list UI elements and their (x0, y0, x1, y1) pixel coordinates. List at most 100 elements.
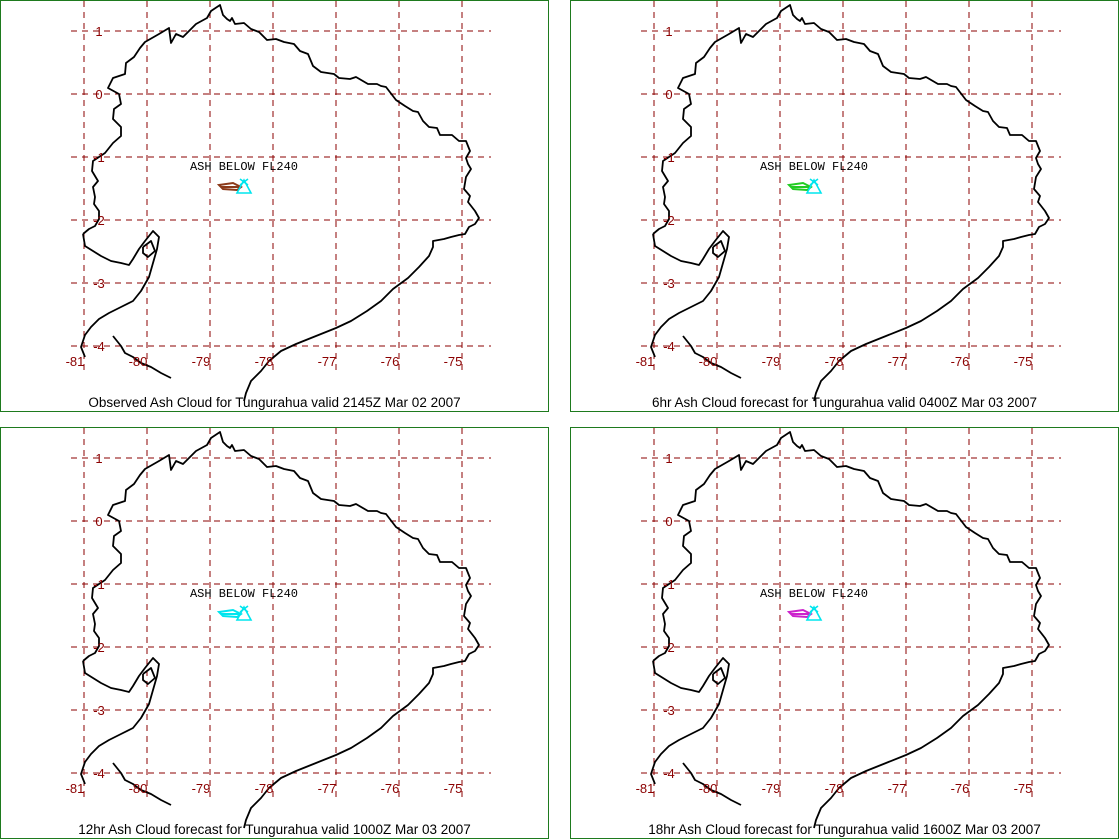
country-border (652, 431, 1050, 829)
island-outline (142, 240, 156, 258)
latitude-label: -1 (663, 577, 675, 592)
longitude-label: -81 (66, 354, 85, 369)
longitude-label: -77 (318, 781, 337, 796)
coastline-segment (650, 230, 730, 358)
longitude-label: -75 (1014, 781, 1033, 796)
latitude-label: 1 (95, 24, 102, 39)
country-border (82, 4, 480, 402)
map-canvas: 1 0 -1 -2 -3 -4 -81 -80 -79 -78 -77 -76 -75 ASH BELOW… (66, 1, 491, 402)
panel-caption: 12hr Ash Cloud forecast for Tungurahua v… (78, 822, 471, 837)
map-panel-12hr: 1 0 -1 -2 -3 -4 -81 -80 -79 -78 -77 -76 -75 ASH BELOW… (0, 427, 549, 839)
map-canvas: 1 0 -1 -2 -3 -4 -81 -80 -79 -78 -77 -76 -75 ASH BELOW… (636, 428, 1061, 829)
panel-caption: Observed Ash Cloud for Tungurahua valid … (88, 395, 461, 410)
latitude-label: -2 (663, 213, 675, 228)
latitude-label: -1 (663, 150, 675, 165)
longitude-label: -79 (762, 781, 781, 796)
ash-advisory-label: ASH BELOW FL240 (760, 587, 868, 601)
country-border (82, 431, 480, 829)
latitude-label: 0 (665, 514, 672, 529)
graticule (641, 428, 1061, 800)
longitude-label: -76 (951, 354, 970, 369)
ash-cloud (216, 608, 243, 619)
coastline-segment (650, 657, 730, 785)
latitude-label: -4 (663, 339, 675, 354)
latitude-label: -1 (93, 150, 105, 165)
longitude-label: -77 (888, 354, 907, 369)
latitude-label: 1 (665, 24, 672, 39)
longitude-label: -78 (255, 354, 274, 369)
coastline-segment (80, 230, 160, 358)
latitude-label: -3 (93, 703, 105, 718)
latitude-label: -2 (93, 640, 105, 655)
latitude-label: -3 (93, 276, 105, 291)
longitude-label: -75 (1014, 354, 1033, 369)
panel-caption: 18hr Ash Cloud forecast for Tungurahua v… (648, 822, 1041, 837)
volcano-marker-icon (805, 178, 823, 194)
latitude-label: -2 (663, 640, 675, 655)
ash-advisory-label: ASH BELOW FL240 (760, 160, 868, 174)
longitude-label: -77 (888, 781, 907, 796)
longitude-label: -81 (66, 781, 85, 796)
coastline (650, 4, 1050, 402)
latitude-label: -2 (93, 213, 105, 228)
latitude-label: 0 (665, 87, 672, 102)
latitude-label: -3 (663, 276, 675, 291)
latitude-label: 0 (95, 514, 102, 529)
longitude-label: -81 (636, 781, 655, 796)
latitude-label: -4 (93, 339, 105, 354)
latitude-label: -4 (663, 766, 675, 781)
longitude-label: -77 (318, 354, 337, 369)
longitude-label: -79 (762, 354, 781, 369)
longitude-label: -78 (825, 781, 844, 796)
longitude-label: -75 (444, 781, 463, 796)
longitude-label: -81 (636, 354, 655, 369)
latitude-label: -3 (663, 703, 675, 718)
longitude-label: -78 (825, 354, 844, 369)
map-panel-6hr: 1 0 -1 -2 -3 -4 -81 -80 -79 -78 -77 -76 -75 ASH BELOW… (570, 0, 1119, 412)
coastline (650, 431, 1050, 829)
graticule (641, 1, 1061, 373)
latitude-label: 0 (95, 87, 102, 102)
map-panel-18hr: 1 0 -1 -2 -3 -4 -81 -80 -79 -78 -77 -76 -75 ASH BELOW… (570, 427, 1119, 839)
map-canvas: 1 0 -1 -2 -3 -4 -81 -80 -79 -78 -77 -76 -75 ASH BELOW… (66, 428, 491, 829)
volcano-marker-icon (805, 605, 823, 621)
coastline-segment (682, 335, 742, 379)
graticule (71, 428, 491, 800)
panel-caption: 6hr Ash Cloud forecast for Tungurahua va… (652, 395, 1037, 410)
latitude-label: 1 (665, 451, 672, 466)
longitude-label: -80 (699, 781, 718, 796)
longitude-label: -78 (255, 781, 274, 796)
island-outline (142, 667, 156, 685)
ash-advisory-label: ASH BELOW FL240 (190, 587, 298, 601)
longitude-label: -76 (381, 354, 400, 369)
longitude-label: -80 (699, 354, 718, 369)
latitude-label: -1 (93, 577, 105, 592)
coastline (80, 4, 480, 402)
latitude-label: -4 (93, 766, 105, 781)
latitude-label: 1 (95, 451, 102, 466)
longitude-label: -75 (444, 354, 463, 369)
ash-advisory-label: ASH BELOW FL240 (190, 160, 298, 174)
coastline-segment (682, 762, 742, 806)
longitude-label: -79 (192, 781, 211, 796)
longitude-label: -76 (381, 781, 400, 796)
ash-cloud (786, 608, 813, 619)
map-panel-observed: 1 0 -1 -2 -3 -4 -81 -80 -79 -78 -77 -76 -75 ASH BELOW… (0, 0, 549, 412)
ash-cloud (786, 181, 813, 192)
coastline-segment (80, 657, 160, 785)
ash-cloud (216, 181, 243, 192)
longitude-label: -76 (951, 781, 970, 796)
coastline (80, 431, 480, 829)
graticule (71, 1, 491, 373)
coastline-segment (112, 762, 172, 806)
map-canvas: 1 0 -1 -2 -3 -4 -81 -80 -79 -78 -77 -76 -75 ASH BELOW… (636, 1, 1061, 402)
coastline-segment (112, 335, 172, 379)
country-border (652, 4, 1050, 402)
island-outline (712, 667, 726, 685)
volcano-marker-icon (235, 605, 253, 621)
longitude-label: -80 (129, 354, 148, 369)
longitude-label: -80 (129, 781, 148, 796)
volcano-marker-icon (235, 178, 253, 194)
longitude-label: -79 (192, 354, 211, 369)
island-outline (712, 240, 726, 258)
